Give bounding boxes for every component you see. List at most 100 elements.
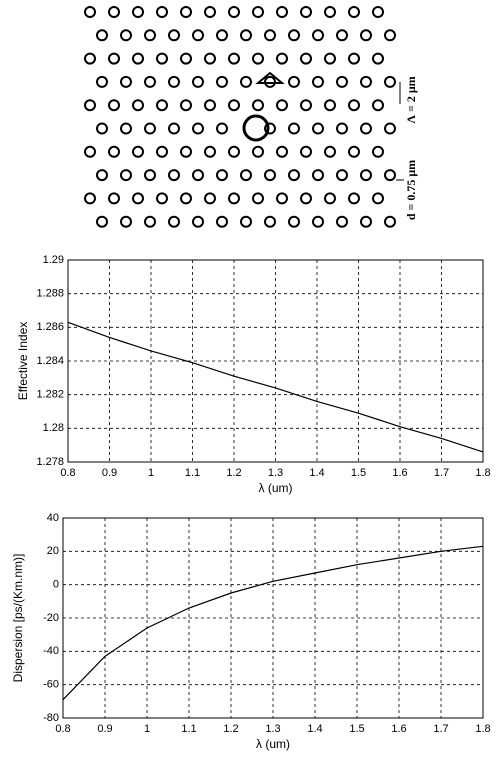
air-hole bbox=[108, 99, 120, 112]
air-hole bbox=[300, 145, 312, 158]
air-hole bbox=[204, 145, 216, 158]
air-hole bbox=[144, 122, 156, 135]
air-hole bbox=[228, 6, 240, 18]
air-hole bbox=[324, 192, 336, 205]
plot-frame bbox=[62, 517, 484, 719]
air-hole bbox=[240, 169, 252, 182]
x-tick-label: 0.8 bbox=[55, 723, 70, 735]
air-hole bbox=[216, 169, 228, 182]
air-hole bbox=[228, 52, 240, 65]
air-hole bbox=[84, 6, 96, 18]
air-hole bbox=[384, 75, 396, 88]
air-hole bbox=[144, 29, 156, 42]
x-tick-label: 1.1 bbox=[181, 723, 196, 735]
air-hole bbox=[180, 145, 192, 158]
air-hole bbox=[144, 215, 156, 228]
air-hole bbox=[288, 215, 300, 228]
x-tick-label: 1 bbox=[144, 723, 150, 735]
x-tick-label: 1.5 bbox=[351, 467, 366, 479]
y-tick-label: -60 bbox=[43, 679, 59, 691]
air-hole bbox=[312, 169, 324, 182]
air-hole bbox=[300, 99, 312, 112]
x-tick-label: 1.4 bbox=[309, 467, 324, 479]
y-tick-label: 1.278 bbox=[36, 456, 64, 468]
air-hole bbox=[324, 52, 336, 65]
x-tick-label: 1.8 bbox=[475, 723, 490, 735]
air-hole bbox=[384, 122, 396, 135]
data-line bbox=[62, 545, 484, 701]
air-hole bbox=[228, 145, 240, 158]
air-hole bbox=[348, 145, 360, 158]
air-hole bbox=[372, 99, 384, 112]
air-hole bbox=[180, 6, 192, 18]
air-hole bbox=[216, 75, 228, 88]
x-tick-label: 1.7 bbox=[434, 467, 449, 479]
air-hole bbox=[372, 192, 384, 205]
air-hole bbox=[132, 192, 144, 205]
x-tick-label: 1.2 bbox=[223, 723, 238, 735]
diameter-label: d = 0.75 μm bbox=[404, 160, 418, 220]
air-hole bbox=[240, 29, 252, 42]
air-hole bbox=[84, 52, 96, 65]
x-tick-label: 1.8 bbox=[475, 467, 490, 479]
air-hole bbox=[240, 215, 252, 228]
air-hole bbox=[168, 122, 180, 135]
y-tick-label: 0 bbox=[53, 579, 59, 591]
air-hole bbox=[108, 6, 120, 18]
air-hole bbox=[372, 6, 384, 18]
x-tick-label: 1 bbox=[148, 467, 154, 479]
air-hole bbox=[276, 6, 288, 18]
air-hole bbox=[324, 99, 336, 112]
air-hole bbox=[192, 122, 204, 135]
air-hole bbox=[132, 145, 144, 158]
y-tick-label: 1.288 bbox=[36, 288, 64, 300]
air-hole bbox=[264, 122, 276, 135]
air-hole bbox=[132, 99, 144, 112]
air-hole bbox=[336, 29, 348, 42]
air-hole bbox=[120, 29, 132, 42]
air-hole bbox=[120, 75, 132, 88]
core bbox=[242, 114, 270, 142]
y-tick-label: -40 bbox=[43, 645, 59, 657]
air-hole bbox=[192, 29, 204, 42]
air-hole bbox=[156, 52, 168, 65]
y-tick-label: -80 bbox=[43, 712, 59, 724]
air-hole bbox=[252, 52, 264, 65]
air-hole bbox=[264, 169, 276, 182]
air-hole bbox=[204, 99, 216, 112]
air-hole bbox=[288, 75, 300, 88]
air-hole bbox=[84, 145, 96, 158]
air-hole bbox=[360, 29, 372, 42]
air-hole bbox=[312, 75, 324, 88]
air-hole bbox=[96, 75, 108, 88]
air-hole bbox=[252, 99, 264, 112]
air-hole bbox=[264, 215, 276, 228]
air-hole bbox=[288, 29, 300, 42]
air-hole bbox=[108, 192, 120, 205]
x-tick-label: 1.7 bbox=[433, 723, 448, 735]
air-hole bbox=[96, 169, 108, 182]
air-hole bbox=[348, 52, 360, 65]
air-hole bbox=[360, 122, 372, 135]
air-hole bbox=[96, 29, 108, 42]
air-hole bbox=[312, 29, 324, 42]
air-hole bbox=[168, 169, 180, 182]
air-hole bbox=[300, 52, 312, 65]
y-tick-label: 40 bbox=[47, 512, 59, 524]
x-axis-label: λ (um) bbox=[256, 737, 290, 751]
air-hole bbox=[132, 52, 144, 65]
air-hole bbox=[120, 215, 132, 228]
air-hole bbox=[348, 6, 360, 18]
air-hole bbox=[288, 169, 300, 182]
air-hole bbox=[276, 99, 288, 112]
air-hole bbox=[108, 145, 120, 158]
air-hole bbox=[180, 99, 192, 112]
air-hole bbox=[216, 29, 228, 42]
air-hole bbox=[132, 6, 144, 18]
air-hole bbox=[288, 122, 300, 135]
air-hole bbox=[228, 99, 240, 112]
air-hole bbox=[276, 145, 288, 158]
y-tick-label: 1.284 bbox=[36, 355, 64, 367]
x-tick-label: 1.3 bbox=[268, 467, 283, 479]
